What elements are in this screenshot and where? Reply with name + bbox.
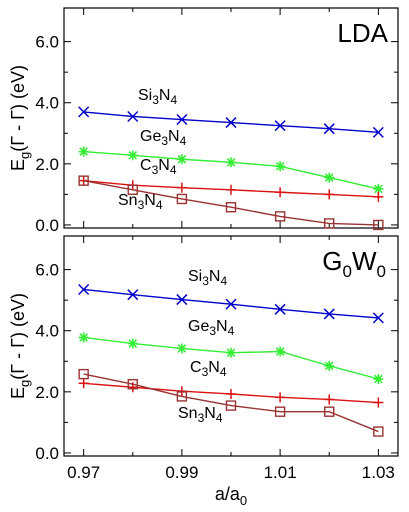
series-si3n4: Si3N4	[78, 87, 384, 138]
data-point	[323, 123, 335, 135]
series-ge3n4: Ge3N4	[78, 318, 384, 384]
data-point	[373, 426, 384, 437]
series-sn3n4: Sn3N4	[78, 175, 384, 231]
data-point	[274, 211, 286, 222]
data-point	[324, 172, 335, 183]
chart-panel-g0w0: 0.0 2.0 4.0 6.0 0.97 0.99 1.01 1.03 Eg(Γ - Γ) (e…	[8, 235, 399, 482]
y-tick-label: 4.0	[35, 94, 59, 113]
data-point	[78, 146, 89, 157]
data-point	[78, 283, 90, 296]
data-point	[372, 126, 384, 138]
data-point	[373, 374, 384, 384]
data-point	[225, 298, 237, 310]
data-point	[78, 106, 90, 118]
data-point	[324, 360, 335, 371]
data-point	[225, 400, 237, 411]
data-point	[127, 110, 139, 123]
y-tick-label: 6.0	[35, 261, 59, 280]
series-label: C3N4	[190, 359, 227, 379]
data-point	[275, 392, 286, 403]
data-point	[275, 346, 286, 357]
data-point	[226, 347, 236, 358]
data-point	[226, 184, 236, 195]
y-tick-label: 2.0	[35, 155, 59, 174]
x-tick-label: 0.99	[165, 463, 198, 482]
data-point	[274, 406, 286, 417]
series-si3n4: Si3N4	[78, 268, 384, 324]
data-point	[127, 378, 138, 390]
series-line	[83, 373, 379, 433]
data-point	[324, 394, 335, 405]
panel-label: LDA	[337, 18, 388, 48]
series-line	[83, 179, 379, 226]
data-point	[323, 308, 335, 320]
data-point	[324, 218, 335, 229]
data-point	[225, 117, 237, 129]
series-c3n4: C3N4	[78, 359, 384, 408]
y-tick-label: 0.0	[35, 216, 59, 235]
x-tick-label: 0.97	[67, 463, 100, 482]
data-point	[176, 113, 188, 126]
series-line	[83, 150, 379, 190]
series-ge3n4: Ge3N4	[78, 128, 384, 194]
panel-label: G0W0	[322, 246, 386, 281]
data-point	[274, 303, 286, 315]
series-label: Si3N4	[138, 87, 177, 107]
data-point	[275, 187, 286, 198]
data-point	[78, 368, 89, 380]
y-tick-label: 2.0	[35, 383, 59, 402]
series-label: Sn3N4	[118, 192, 163, 212]
data-point	[176, 294, 188, 306]
data-point	[226, 157, 236, 168]
y-axis-label: Eg(Γ - Γ) (eV)	[8, 65, 32, 171]
data-point	[226, 388, 236, 399]
data-point	[373, 191, 384, 202]
data-point	[176, 154, 187, 165]
data-point	[127, 338, 138, 349]
data-point	[274, 120, 286, 132]
data-point	[127, 289, 139, 301]
y-tick-label: 6.0	[35, 33, 59, 52]
series-label: Si3N4	[188, 268, 227, 288]
series-label: Ge3N4	[140, 128, 187, 148]
data-point	[78, 378, 89, 389]
data-point	[176, 193, 188, 205]
x-tick-label: 1.03	[362, 463, 395, 482]
x-tick-label: 1.01	[264, 463, 297, 482]
series-label: Ge3N4	[188, 318, 235, 338]
data-point	[127, 184, 138, 196]
series-sn3n4: Sn3N4	[78, 368, 384, 437]
data-point	[225, 202, 237, 213]
series-label: Sn3N4	[178, 405, 223, 425]
data-point	[78, 332, 89, 343]
data-point	[176, 343, 187, 354]
chart-panel-lda: 0.0 2.0 4.0 6.0Eg(Γ - Γ) (eV) LDA Si3N4 Ge3N4 C…	[8, 7, 399, 235]
data-point	[324, 406, 335, 417]
y-axis-label: Eg(Γ - Γ) (eV)	[8, 293, 32, 399]
series-c3n4: C3N4	[78, 157, 384, 202]
data-point	[176, 391, 188, 402]
x-axis-label: a/a0	[215, 484, 247, 508]
data-point	[324, 189, 335, 200]
series-label: C3N4	[140, 157, 177, 177]
data-point	[176, 182, 187, 193]
data-point	[373, 397, 384, 408]
data-point	[275, 161, 286, 172]
data-point	[373, 219, 384, 231]
data-point	[127, 150, 138, 161]
data-point	[372, 312, 384, 324]
y-tick-label: 0.0	[35, 444, 59, 463]
data-point	[78, 175, 89, 186]
y-tick-label: 4.0	[35, 322, 59, 341]
